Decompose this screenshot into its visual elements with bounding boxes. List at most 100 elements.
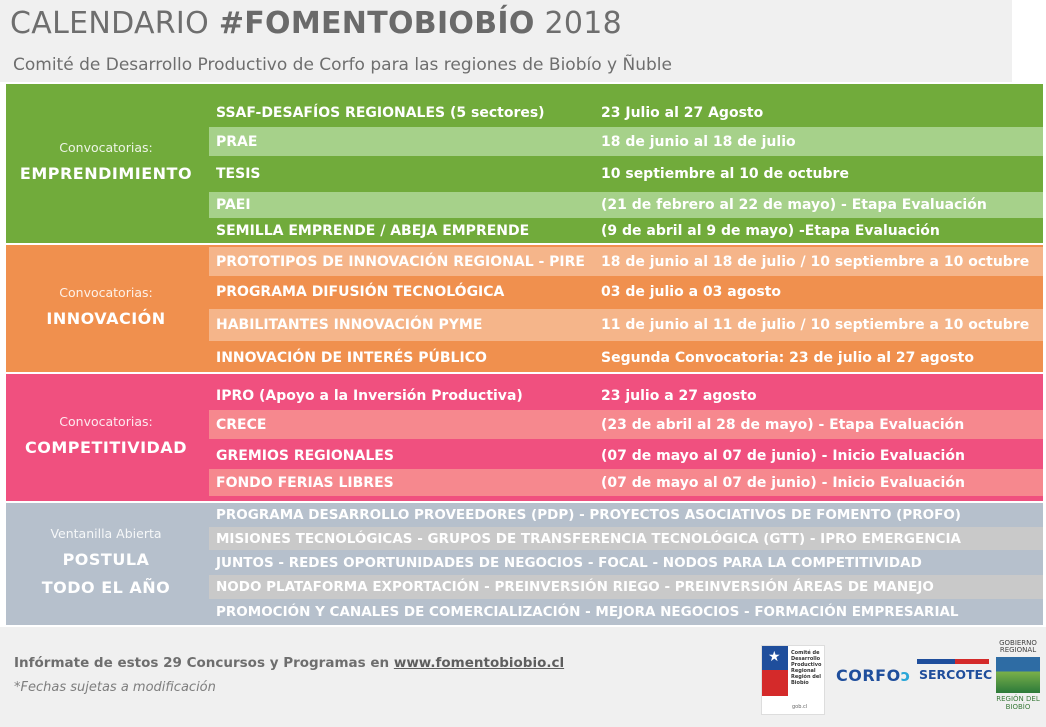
program-date: 18 de junio al 18 de julio / 10 septiemb… [601,253,1030,270]
program-date: (07 de mayo al 07 de junio) - Inicio Eva… [601,447,965,464]
region-top-line: GOBIERNO [999,639,1037,647]
gob-line: Regional [791,668,816,674]
program-name: SSAF-DESAFÍOS REGIONALES (5 sectores) [216,104,545,121]
program-row: PAEI (21 de febrero al 22 de mayo) - Etap… [209,192,1043,218]
program-name: INNOVACIÓN DE INTERÉS PÚBLICO [216,349,487,366]
program-row: INNOVACIÓN DE INTERÉS PÚBLICO Segunda Co… [209,343,1043,372]
program-date: 23 Julio al 27 Agosto [601,104,764,121]
program-date: (9 de abril al 9 de mayo) -Etapa Evaluac… [601,222,940,239]
sercotec-bar-red [955,659,989,664]
title-hashtag: #FOMENTOBIOBÍO [218,6,535,41]
section-title: INNOVACIÓN [46,308,166,328]
sercotec-logo: SERCOTEC [917,659,993,693]
gobierno-regional-logo: GOBIERNO REGIONAL REGIÓN DEL BIOBÍO [996,640,1040,720]
section-label: Convocatorias: COMPETITIVIDAD [6,374,206,501]
website-link[interactable]: www.fomentobiobio.cl [393,655,565,671]
program-date: Segunda Convocatoria: 23 de julio al 27 … [601,349,974,366]
gob-line: Comité de [791,650,820,656]
program-row: CRECE (23 de abril al 28 de mayo) - Etapa… [209,410,1043,439]
region-landscape-icon [996,657,1040,693]
program-name: HABILITANTES INNOVACIÓN PYME [216,317,483,333]
program-date: (21 de febrero al 22 de mayo) - Etapa Ev… [601,197,987,213]
footer-panel [0,627,1046,727]
program-date: 18 de junio al 18 de julio [601,133,796,150]
program-date: (23 de abril al 28 de mayo) - Etapa Eval… [601,416,965,433]
sercotec-bar-blue [917,659,989,664]
gob-logo-bottom: gob.cl [792,704,808,710]
region-top-line: REGIONAL [999,646,1037,654]
flag-red-block [762,670,788,696]
program-name: PROTOTIPOS DE INNOVACIÓN REGIONAL - PIRE [216,253,585,270]
program-row: SEMILLA EMPRENDE / ABEJA EMPRENDE (9 de a… [209,218,1043,243]
program-row: NODO PLATAFORMA EXPORTACIÓN - PREINVERSI… [209,575,1043,599]
section-label: Ventanilla Abierta POSTULA TODO EL AÑO [6,503,206,625]
section-title: POSTULA [62,550,150,569]
footer-note: *Fechas sujetas a modificación [14,680,216,695]
program-row: PROGRAMA DESARROLLO PROVEEDORES (PDP) - … [209,503,1043,526]
gob-line: Región del Biobío [791,674,821,686]
program-name: PROGRAMA DESARROLLO PROVEEDORES (PDP) - … [216,506,961,523]
program-name: JUNTOS - REDES OPORTUNIDADES DE NEGOCIOS… [216,554,922,571]
program-name: CRECE [216,416,267,433]
footer-info: Infórmate de estos 29 Concursos y Progra… [14,655,564,671]
gob-logo-text: Comité de Desarrollo Productivo Regional… [791,650,824,686]
title-year: 2018 [544,6,623,41]
program-row: MISIONES TECNOLÓGICAS - GRUPOS DE TRANSF… [209,527,1043,550]
region-logo-bottom: REGIÓN DEL BIOBÍO [996,695,1040,711]
program-name: GREMIOS REGIONALES [216,447,394,464]
title-light: CALENDARIO [10,6,209,41]
section-title: COMPETITIVIDAD [25,437,187,457]
footer-info-text: Infórmate de estos 29 Concursos y Progra… [14,655,394,671]
program-row: PROGRAMA DIFUSIÓN TECNOLÓGICA 03 de juli… [209,277,1043,307]
program-date: 10 septiembre al 10 de octubre [601,165,849,182]
program-name: PRAE [216,133,258,150]
program-name: PROMOCIÓN Y CANALES DE COMERCIALIZACIÓN … [216,604,959,620]
section-sublabel: Ventanilla Abierta [50,526,162,541]
program-row: GREMIOS REGIONALES (07 de mayo al 07 de j… [209,441,1043,470]
page-subtitle: Comité de Desarrollo Productivo de Corfo… [13,55,672,75]
program-name: PROGRAMA DIFUSIÓN TECNOLÓGICA [216,284,505,300]
sercotec-text: SERCOTEC [919,667,993,682]
section-title: EMPRENDIMIENTO [19,163,193,183]
corfo-logo: CORFOↄ [836,666,911,685]
corfo-swoosh-icon: ↄ [900,666,911,685]
flag-blue-block: ★ [762,646,788,670]
program-row: SSAF-DESAFÍOS REGIONALES (5 sectores) 23 … [209,98,1043,127]
star-icon: ★ [768,649,781,665]
program-date: (07 de mayo al 07 de junio) - Inicio Eva… [601,474,965,491]
region-bottom-line: REGIÓN DEL [996,695,1040,703]
region-logo-top: GOBIERNO REGIONAL [996,640,1040,654]
gobierno-chile-logo: ★ Comité de Desarrollo Productivo Region… [761,645,825,715]
section-0: Convocatorias: EMPRENDIMIENTO SSAF-DESAFÍO… [6,84,1043,243]
section-sublabel: Convocatorias: [59,284,153,300]
section-3: Ventanilla Abierta POSTULA TODO EL AÑO PROG… [6,503,1043,625]
program-name: TESIS [216,165,261,182]
program-row: PROMOCIÓN Y CANALES DE COMERCIALIZACIÓN … [209,600,1043,624]
section-label: Convocatorias: EMPRENDIMIENTO [6,84,206,243]
program-row: FONDO FERIAS LIBRES (07 de mayo al 07 de … [209,469,1043,496]
program-row: IPRO (Apoyo a la Inversión Productiva) 23… [209,381,1043,410]
corfo-text: CORFO [836,666,901,685]
program-date: 11 de junio al 11 de julio / 10 septiemb… [601,317,1030,333]
program-row: TESIS 10 septiembre al 10 de octubre [209,159,1043,188]
program-row: JUNTOS - REDES OPORTUNIDADES DE NEGOCIOS… [209,551,1043,574]
region-bottom-line: BIOBÍO [1005,703,1031,711]
program-date: 03 de julio a 03 agosto [601,284,782,300]
section-1: Convocatorias: INNOVACIÓN PROTOTIPOS DE IN… [6,245,1043,372]
program-name: PAEI [216,197,251,213]
header-panel [0,0,1012,82]
program-name: IPRO (Apoyo a la Inversión Productiva) [216,387,523,404]
section-label: Convocatorias: INNOVACIÓN [6,245,206,372]
program-name: FONDO FERIAS LIBRES [216,474,394,491]
program-name: SEMILLA EMPRENDE / ABEJA EMPRENDE [216,222,530,239]
gob-line: Productivo [791,662,822,668]
gob-line: Desarrollo [791,656,821,662]
program-row: PRAE 18 de junio al 18 de julio [209,127,1043,156]
section-title: TODO EL AÑO [41,578,171,597]
page-title: CALENDARIO #FOMENTOBIOBÍO 2018 [10,6,622,41]
section-2: Convocatorias: COMPETITIVIDAD IPRO (Apoyo … [6,374,1043,501]
section-sublabel: Convocatorias: [59,139,153,155]
program-name: NODO PLATAFORMA EXPORTACIÓN - PREINVERSI… [216,579,934,595]
program-date: 23 julio a 27 agosto [601,387,757,404]
program-row: PROTOTIPOS DE INNOVACIÓN REGIONAL - PIRE… [209,247,1043,276]
